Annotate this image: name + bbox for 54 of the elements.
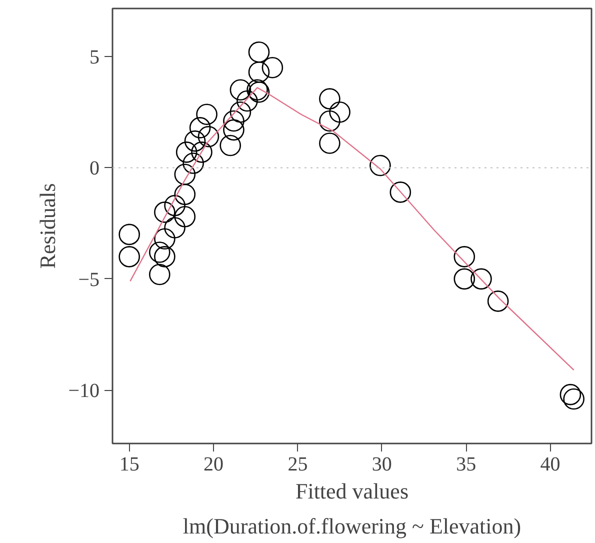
point: [223, 110, 244, 132]
point: [563, 388, 584, 410]
x-tick-label: 30: [372, 454, 392, 476]
point: [118, 224, 140, 246]
point: [223, 119, 244, 141]
point: [248, 61, 270, 83]
point: [191, 142, 212, 163]
x-tick-label: 35: [456, 454, 476, 476]
point: [319, 110, 340, 132]
point: [230, 102, 252, 123]
y-tick-label: −5: [78, 268, 100, 291]
point: [220, 134, 242, 156]
point: [164, 194, 186, 216]
y-axis-title: Residuals: [35, 183, 60, 269]
point: [454, 268, 476, 290]
point: [174, 206, 196, 228]
point: [196, 104, 218, 125]
point: [118, 246, 140, 268]
line-series: [130, 87, 574, 371]
point: [154, 228, 176, 250]
point: [370, 154, 391, 176]
point: [182, 152, 204, 174]
point: [176, 142, 198, 163]
y-tick-label: −10: [68, 380, 100, 402]
point: [560, 384, 582, 406]
point: [470, 268, 492, 290]
x-tick-label: 20: [204, 454, 224, 476]
point: [184, 130, 206, 152]
point: [174, 184, 196, 206]
point: [236, 90, 258, 112]
point: [154, 202, 176, 223]
point: [454, 246, 476, 268]
point: [198, 126, 220, 148]
point: [174, 164, 196, 186]
point: [487, 290, 509, 312]
point: [319, 88, 340, 110]
point: [329, 102, 350, 123]
point: [262, 57, 284, 78]
y-tick-label: 0: [90, 158, 100, 180]
x-tick-label: 15: [119, 454, 140, 476]
point: [390, 182, 412, 203]
point: [164, 217, 186, 238]
x-tick-label: 25: [288, 454, 308, 476]
y-tick-label: 5: [90, 46, 100, 69]
text: lm(Duration.of.flowering ~ Elevation): [182, 514, 522, 538]
point: [148, 242, 170, 263]
point: [248, 41, 270, 63]
point: [319, 132, 340, 154]
x-axis-title: Fitted values: [295, 478, 409, 504]
point: [148, 264, 170, 286]
point: [230, 79, 252, 101]
point: [189, 117, 211, 138]
x-tick-label: 40: [540, 454, 560, 476]
point: [154, 246, 176, 268]
